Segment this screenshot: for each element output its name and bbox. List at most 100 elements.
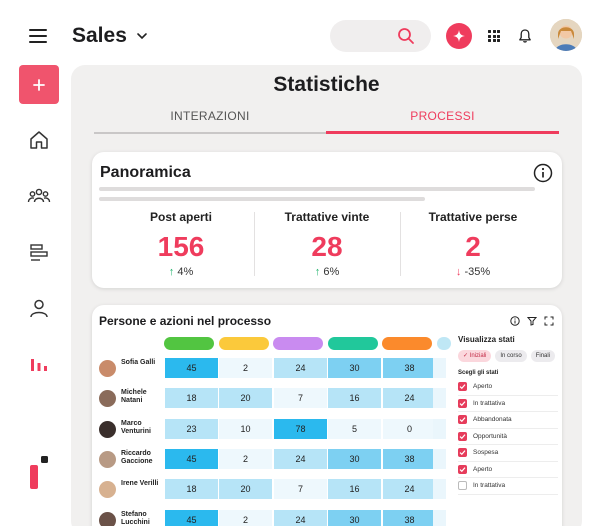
home-icon[interactable]: [27, 128, 51, 152]
brand-logo: [30, 456, 48, 489]
checkbox[interactable]: [458, 382, 467, 392]
table-cell[interactable]: 24: [383, 479, 436, 500]
table-cell[interactable]: 20: [219, 479, 272, 500]
person-avatar: [99, 420, 116, 438]
add-button[interactable]: [19, 65, 59, 104]
state-option[interactable]: Abbandonata: [458, 412, 558, 429]
person-name: Irene Verilli: [121, 480, 159, 488]
process-bars-icon[interactable]: [27, 240, 51, 264]
kpi-value: 28: [311, 231, 343, 262]
checkbox[interactable]: [458, 415, 467, 425]
state-option[interactable]: Opportunità: [458, 429, 558, 445]
stage-pill[interactable]: [327, 337, 378, 350]
people-group-icon[interactable]: [27, 184, 51, 208]
person-name: Sofia Galli: [121, 359, 156, 366]
table-cell[interactable]: 18: [165, 388, 218, 409]
arrow-down-icon: ↓: [455, 266, 462, 278]
ai-assistant-button[interactable]: [446, 23, 472, 49]
table-row: Sofia Galli 45 2 24 30 38: [99, 358, 456, 384]
chevron-down-icon: [137, 33, 147, 40]
table-row: Marco Venturini 23 10 78 5 0: [99, 418, 456, 445]
app-title: Sales: [72, 24, 127, 47]
state-option[interactable]: Aperto: [458, 379, 558, 396]
table-cell[interactable]: 23: [165, 418, 218, 439]
table-cell[interactable]: 5: [328, 418, 381, 439]
table-cell[interactable]: 2: [219, 448, 272, 469]
table-cell[interactable]: 78: [274, 418, 327, 439]
state-chip[interactable]: Finali: [530, 350, 556, 362]
kpi-divider: [400, 212, 401, 276]
tab-processi[interactable]: PROCESSI: [410, 109, 475, 123]
state-chip[interactable]: ✓ Iniziali: [458, 350, 492, 362]
kpi-delta: ↓ -35%: [455, 266, 491, 278]
tab-underline: [94, 132, 326, 134]
stage-pill[interactable]: [436, 337, 451, 350]
table-cell[interactable]: 2: [219, 358, 272, 378]
state-option[interactable]: Sospesa: [458, 445, 558, 462]
overview-card: Panoramica Post aperti 156 ↑ 4% Trattati…: [92, 152, 562, 288]
person-name: Riccardo Gaccione: [121, 449, 153, 465]
checkbox[interactable]: [458, 431, 467, 441]
state-label: Aperto: [473, 383, 493, 391]
stage-pill[interactable]: [164, 337, 214, 350]
table-cell[interactable]: 30: [328, 358, 381, 378]
table-cell[interactable]: 10: [219, 418, 272, 439]
apps-grid-icon[interactable]: [488, 30, 500, 42]
state-label: Sospesa: [473, 449, 499, 457]
kpi-post-aperti: Post aperti 156 ↑ 4%: [108, 210, 254, 278]
stage-pill[interactable]: [382, 337, 432, 350]
table-cell[interactable]: 24: [274, 358, 327, 378]
table-cell[interactable]: 45: [165, 448, 218, 469]
table-cell[interactable]: 7: [274, 479, 327, 500]
table-cell[interactable]: 38: [383, 509, 436, 526]
stage-pill[interactable]: [273, 337, 323, 350]
app-switcher[interactable]: Sales: [72, 24, 149, 48]
table-cell[interactable]: 16: [328, 479, 381, 500]
process-card: Persone e azioni nel processo Sofia Gall…: [92, 305, 562, 526]
info-icon[interactable]: [533, 163, 553, 183]
checkbox[interactable]: [458, 448, 467, 458]
hamburger-menu-icon[interactable]: [29, 29, 47, 43]
state-chip[interactable]: In corso: [495, 350, 527, 362]
person-name: Marco Venturini: [121, 419, 151, 435]
table-cell[interactable]: 38: [383, 358, 436, 378]
bell-icon[interactable]: [518, 28, 532, 44]
user-avatar[interactable]: [550, 19, 582, 51]
table-cell[interactable]: 18: [165, 479, 218, 500]
checkbox[interactable]: [458, 481, 467, 491]
expand-icon[interactable]: [544, 316, 554, 326]
table-cell[interactable]: 24: [274, 509, 327, 526]
user-icon[interactable]: [27, 296, 51, 320]
table-cell[interactable]: 16: [328, 388, 381, 409]
filter-icon[interactable]: [527, 316, 537, 326]
checkbox[interactable]: [458, 464, 467, 474]
info-icon[interactable]: [510, 316, 520, 326]
state-option[interactable]: In trattativa: [458, 396, 558, 412]
tab-interazioni[interactable]: INTERAZIONI: [170, 109, 250, 123]
state-option[interactable]: Aperto: [458, 462, 558, 478]
kpi-label: Trattative perse: [428, 210, 518, 224]
kpi-label: Trattative vinte: [284, 210, 370, 224]
table-cell[interactable]: 20: [219, 388, 272, 409]
table-cell[interactable]: 30: [328, 448, 381, 469]
person-name: Stefano Lucchini: [121, 510, 150, 526]
search-input[interactable]: [330, 20, 431, 52]
page-title: Statistiche: [273, 73, 380, 96]
table-cell[interactable]: 45: [165, 509, 218, 526]
table-cell[interactable]: 2: [219, 509, 272, 526]
search-icon: [398, 28, 414, 44]
table-cell[interactable]: 45: [165, 358, 218, 378]
checkbox[interactable]: [458, 398, 467, 408]
process-toolbar: [510, 316, 554, 326]
stage-pill[interactable]: [218, 337, 269, 350]
table-cell[interactable]: 7: [274, 388, 327, 409]
table-cell[interactable]: 30: [328, 509, 381, 526]
table-cell[interactable]: 24: [383, 388, 436, 409]
table-cell-overflow: [433, 418, 446, 439]
stats-chart-icon[interactable]: [27, 352, 51, 376]
table-cell[interactable]: 0: [383, 418, 436, 439]
state-option[interactable]: In trattativa: [458, 478, 558, 495]
table-cell[interactable]: 38: [383, 448, 436, 469]
table-cell[interactable]: 24: [274, 448, 327, 469]
table-row: Stefano Lucchini 45 2 24 30 38: [99, 509, 456, 526]
